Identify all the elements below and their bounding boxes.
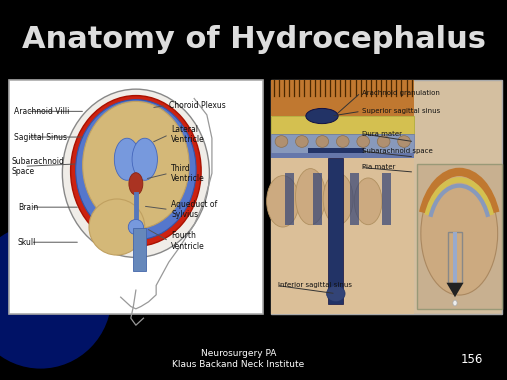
Bar	[448, 232, 462, 283]
Bar	[271, 80, 414, 314]
Text: 156: 156	[460, 353, 483, 366]
Bar	[285, 173, 294, 225]
Ellipse shape	[421, 172, 498, 295]
Bar	[350, 173, 359, 225]
Text: Third
Ventricle: Third Ventricle	[171, 163, 205, 183]
Ellipse shape	[275, 136, 288, 147]
Bar	[271, 133, 414, 154]
Bar	[271, 154, 414, 158]
Ellipse shape	[306, 108, 338, 124]
Ellipse shape	[323, 173, 353, 225]
Text: Dura mater: Dura mater	[363, 131, 403, 136]
Text: Skull: Skull	[18, 238, 37, 247]
Bar	[329, 158, 343, 304]
Ellipse shape	[354, 178, 382, 225]
Text: Choroid Plexus: Choroid Plexus	[169, 101, 226, 110]
Text: Inferior sagittal sinus: Inferior sagittal sinus	[278, 282, 352, 288]
Text: Aqueduct of
Sylvius: Aqueduct of Sylvius	[171, 200, 218, 219]
Text: Brain: Brain	[18, 203, 38, 212]
Ellipse shape	[357, 136, 370, 147]
Bar	[313, 173, 322, 225]
Text: Neurosurgery PA
Klaus Backand Neck Institute: Neurosurgery PA Klaus Backand Neck Insti…	[172, 349, 304, 369]
Polygon shape	[447, 283, 463, 297]
Ellipse shape	[296, 169, 325, 225]
Ellipse shape	[327, 285, 345, 302]
Ellipse shape	[76, 100, 196, 240]
Ellipse shape	[0, 224, 112, 369]
Ellipse shape	[296, 136, 308, 147]
Ellipse shape	[128, 219, 143, 234]
Bar	[9, 80, 263, 314]
Ellipse shape	[337, 136, 349, 147]
Ellipse shape	[377, 136, 390, 147]
Text: Fourth
Ventricle: Fourth Ventricle	[171, 231, 205, 251]
Ellipse shape	[453, 300, 457, 306]
Text: Subarachnoid space: Subarachnoid space	[363, 148, 433, 154]
Text: Subarachnoid
Space: Subarachnoid Space	[12, 157, 64, 176]
Bar	[271, 116, 414, 133]
Ellipse shape	[397, 136, 410, 147]
Ellipse shape	[70, 96, 201, 246]
Text: Anatomy of Hydrocephalus: Anatomy of Hydrocephalus	[21, 25, 486, 54]
Ellipse shape	[62, 89, 209, 257]
Bar	[271, 80, 414, 116]
Text: Sagittal Sinus: Sagittal Sinus	[14, 133, 67, 142]
Ellipse shape	[115, 138, 140, 180]
Ellipse shape	[129, 173, 143, 195]
Text: Superior sagittal sinus: Superior sagittal sinus	[363, 108, 441, 114]
Ellipse shape	[316, 136, 329, 147]
Bar	[133, 228, 146, 271]
Text: Lateral
Ventricle: Lateral Ventricle	[171, 125, 205, 144]
Text: Pia mater: Pia mater	[363, 165, 396, 171]
Text: Arachnoid granulation: Arachnoid granulation	[363, 90, 440, 96]
Bar	[308, 147, 364, 154]
Ellipse shape	[83, 101, 189, 229]
Bar	[382, 173, 391, 225]
Bar	[453, 232, 457, 283]
Bar	[417, 164, 502, 309]
Bar	[271, 80, 502, 314]
Text: Arachnoid Villi: Arachnoid Villi	[14, 107, 69, 116]
Ellipse shape	[267, 176, 299, 227]
Ellipse shape	[132, 138, 158, 180]
Ellipse shape	[89, 199, 145, 255]
